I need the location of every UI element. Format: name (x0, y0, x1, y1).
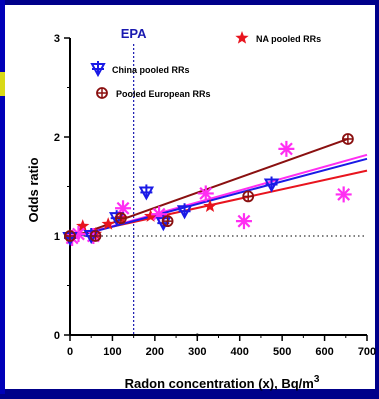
point-s2-0 (64, 230, 76, 242)
left-edge-marker (0, 72, 5, 96)
legend-marker-1 (90, 61, 106, 78)
legend-item-1: China pooled RRs (90, 61, 190, 78)
axes: 0 100 200 300 400 500 600 700 0 1 2 3 (54, 33, 376, 358)
y-axis-title: Odds ratio (26, 157, 41, 222)
x-tick-label-200: 200 (146, 346, 164, 358)
legend-label-1: China pooled RRs (112, 65, 190, 75)
legend: NA pooled RRs China pooled RRs Pooled Euro… (90, 31, 321, 99)
point-s2-3 (161, 215, 174, 228)
asterisk-arm (279, 142, 293, 156)
point-s3-7 (278, 140, 295, 157)
legend-label-0: NA pooled RRs (256, 34, 321, 44)
asterisk-arm (237, 214, 251, 228)
y-tick-label-1: 1 (54, 231, 60, 243)
point-s0-3 (101, 217, 115, 230)
left-edge-stripe (0, 0, 5, 394)
asterisk-arm (337, 187, 351, 201)
point-s1-3 (138, 184, 155, 201)
y-tick-label-3: 3 (54, 33, 60, 45)
star-mark (76, 219, 90, 232)
x-axis-title-superscript: 3 (314, 374, 320, 385)
reference-lines: EPA (70, 26, 367, 335)
point-s2-1 (89, 230, 102, 242)
asterisk-arm (116, 201, 130, 215)
point-s2-4 (242, 190, 255, 203)
y-tick-label-0: 0 (54, 330, 60, 342)
x-axis-title-text: Radon concentration (x), Bq/m (125, 376, 314, 391)
star-mark (203, 199, 217, 212)
point-s2-2 (115, 212, 127, 225)
point-s3-8 (335, 186, 352, 203)
asterisk-arm (199, 186, 213, 200)
x-tick-label-700: 700 (358, 346, 376, 358)
legend-item-2: Pooled European RRs (96, 87, 211, 99)
legend-item-0: NA pooled RRs (235, 31, 321, 44)
point-s3-5 (197, 185, 214, 202)
axis-labels: Odds ratio Radon concentration (x), Bq/m… (26, 157, 320, 391)
trend-line-1 (69, 157, 368, 239)
star-mark (101, 217, 115, 230)
chart-background (5, 5, 375, 389)
point-s2-5 (342, 133, 354, 145)
point-s1-5 (176, 203, 193, 220)
x-tick-label-100: 100 (103, 346, 121, 358)
x-tick-label-400: 400 (231, 346, 249, 358)
data-points (62, 133, 354, 247)
epa-label: EPA (121, 26, 147, 41)
y-tick-label-2: 2 (54, 132, 60, 144)
point-s1-6 (263, 176, 280, 193)
x-tick-label-500: 500 (273, 346, 291, 358)
star-mark (235, 31, 249, 44)
x-tick-label-600: 600 (315, 346, 333, 358)
star-mark (143, 209, 158, 222)
asterisk-arm (152, 207, 166, 221)
point-s0-5 (143, 209, 158, 222)
legend-marker-2 (96, 87, 108, 99)
point-s0-1 (76, 219, 90, 232)
x-tick-label-0: 0 (67, 346, 73, 358)
point-s3-6 (235, 213, 252, 230)
x-axis-title: Radon concentration (x), Bq/m3 (125, 374, 320, 391)
point-s0-6 (203, 199, 217, 212)
x-tick-label-300: 300 (188, 346, 206, 358)
x-axis-dot (195, 333, 199, 337)
legend-label-2: Pooled European RRs (116, 89, 211, 99)
legend-marker-0 (235, 31, 249, 44)
